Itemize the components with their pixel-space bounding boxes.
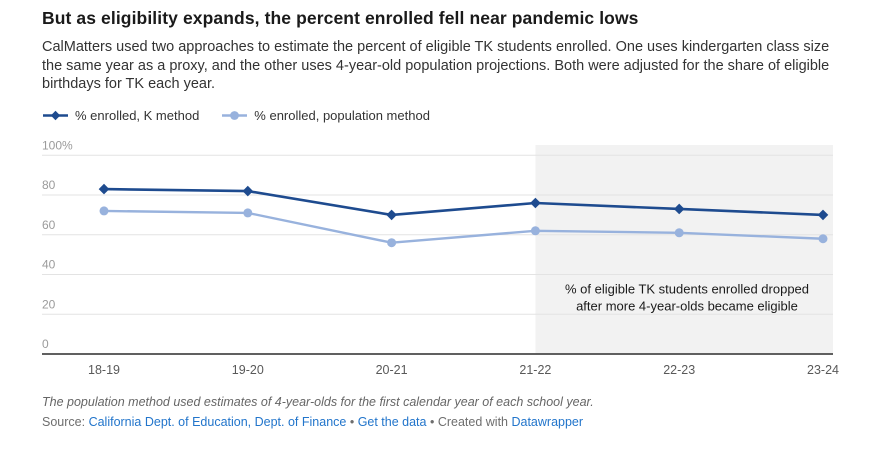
legend-item-population-method: % enrolled, population method xyxy=(221,108,430,123)
x-tick-label: 23-24 xyxy=(807,363,839,377)
separator: • xyxy=(346,415,358,429)
y-tick-label: 100% xyxy=(42,138,73,152)
data-point-circle[interactable] xyxy=(99,206,109,216)
legend-marker-diamond-icon xyxy=(43,110,68,121)
data-point-diamond[interactable] xyxy=(817,209,829,221)
chart-canvas: 0 20 40 60 80 100% % of eligible TK students e… xyxy=(42,138,839,377)
chart-footnote: The population method used estimates of … xyxy=(42,395,594,409)
highlight-region xyxy=(535,145,833,354)
datawrapper-link[interactable]: Datawrapper xyxy=(511,415,584,429)
y-tick-label: 80 xyxy=(42,178,56,192)
x-tick-label: 22-23 xyxy=(663,363,695,377)
y-tick-label: 20 xyxy=(42,297,56,311)
legend-item-k-method: % enrolled, K method xyxy=(42,108,199,123)
line-chart-plot-area: 0 20 40 60 80 100% % of eligible TK students e… xyxy=(0,132,880,384)
separator: • xyxy=(426,415,438,429)
data-point-circle[interactable] xyxy=(243,208,253,218)
data-point-circle[interactable] xyxy=(530,226,540,236)
data-point-diamond[interactable] xyxy=(242,185,254,197)
data-point-circle[interactable] xyxy=(674,228,684,238)
x-tick-label: 20-21 xyxy=(376,363,408,377)
legend-label: % enrolled, K method xyxy=(75,108,200,123)
data-point-diamond[interactable] xyxy=(530,197,541,209)
source-line: Source: California Dept. of Education, D… xyxy=(42,415,583,429)
data-point-diamond[interactable] xyxy=(673,203,685,215)
highlight-annotation: % of eligible TK students enrolled dropp… xyxy=(565,282,809,297)
y-tick-label: 0 xyxy=(42,337,49,351)
y-tick-label: 40 xyxy=(42,258,56,272)
chart-subtitle: CalMatters used two approaches to estima… xyxy=(42,39,830,93)
x-tick-label: 19-20 xyxy=(232,363,264,377)
chart-legend: % enrolled, K method % enrolled, populat… xyxy=(42,108,430,123)
x-tick-label: 21-22 xyxy=(519,363,551,377)
chart-title: But as eligibility expands, the percent … xyxy=(42,8,639,28)
highlight-annotation: after more 4-year-olds became eligible xyxy=(576,299,798,314)
get-the-data-link[interactable]: Get the data xyxy=(357,415,427,429)
created-with-text: Created with xyxy=(437,415,512,429)
source-link[interactable]: California Dept. of Education, Dept. of … xyxy=(88,415,347,429)
series-line-k-method xyxy=(103,187,824,217)
data-point-circle[interactable] xyxy=(387,238,397,248)
legend-label: % enrolled, population method xyxy=(254,108,430,123)
series-line-population-method xyxy=(103,209,824,244)
data-point-diamond[interactable] xyxy=(386,209,397,221)
x-tick-label: 18-19 xyxy=(88,363,120,377)
legend-marker-circle-icon xyxy=(222,111,248,120)
data-point-circle[interactable] xyxy=(818,234,828,244)
y-tick-label: 60 xyxy=(42,218,56,232)
data-point-diamond[interactable] xyxy=(98,183,110,195)
source-prefix: Source: xyxy=(42,415,89,429)
